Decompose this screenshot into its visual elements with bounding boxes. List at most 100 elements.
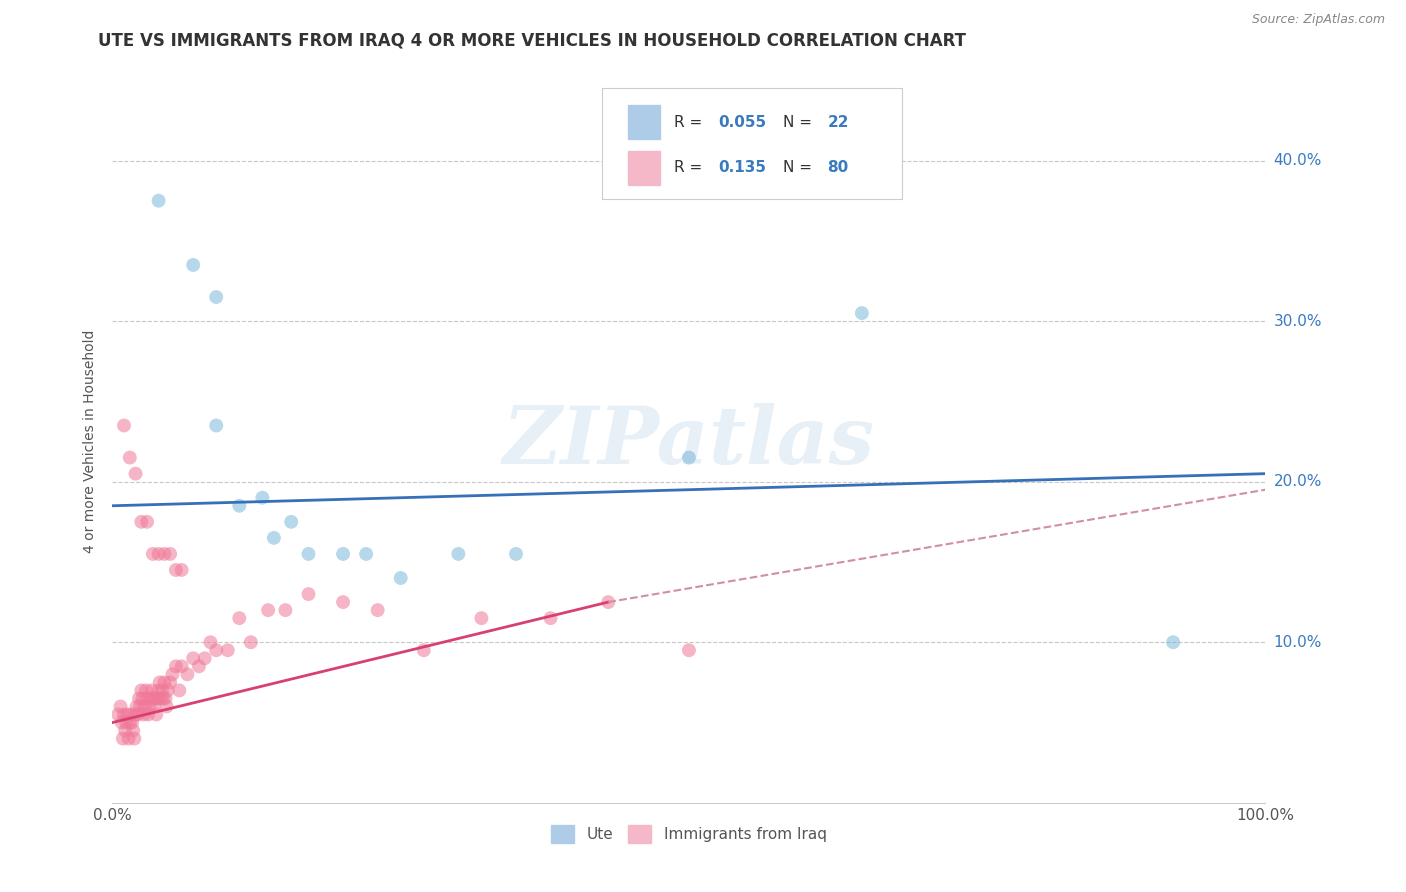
Point: [132, 707, 155, 722]
Point: [280, 515, 302, 529]
Point: [155, 691, 177, 706]
Point: [297, 547, 319, 561]
Point: [540, 611, 562, 625]
FancyBboxPatch shape: [603, 87, 903, 200]
Point: [257, 603, 280, 617]
Point: [129, 699, 152, 714]
Text: R =: R =: [673, 161, 711, 176]
Point: [136, 515, 159, 529]
Point: [138, 699, 160, 714]
Point: [470, 611, 492, 625]
Text: ZIPatlas: ZIPatlas: [503, 403, 875, 480]
Point: [129, 683, 153, 698]
Point: [274, 603, 297, 617]
Point: [146, 691, 169, 706]
Point: [148, 547, 170, 561]
Text: 30.0%: 30.0%: [1274, 314, 1322, 328]
Text: 0.135: 0.135: [718, 161, 766, 176]
Point: [128, 691, 150, 706]
Point: [252, 491, 274, 505]
Point: [176, 667, 198, 681]
Point: [139, 691, 162, 706]
Point: [124, 707, 146, 722]
Point: [165, 563, 187, 577]
Legend: Ute, Immigrants from Iraq: Ute, Immigrants from Iraq: [546, 819, 832, 849]
Point: [297, 587, 319, 601]
Point: [142, 547, 165, 561]
Point: [159, 547, 181, 561]
Point: [228, 499, 250, 513]
Point: [135, 683, 157, 698]
Point: [1161, 635, 1184, 649]
Point: [165, 659, 187, 673]
Point: [205, 418, 228, 433]
Point: [170, 563, 193, 577]
Point: [117, 731, 139, 746]
Text: 22: 22: [827, 114, 849, 129]
Point: [149, 691, 172, 706]
Point: [598, 595, 620, 609]
Point: [389, 571, 412, 585]
Point: [162, 667, 184, 681]
Point: [181, 651, 204, 665]
Point: [851, 306, 873, 320]
Point: [332, 547, 354, 561]
Point: [124, 731, 146, 746]
Point: [141, 683, 163, 698]
Text: R =: R =: [673, 114, 707, 129]
Point: [367, 603, 389, 617]
Point: [194, 651, 217, 665]
Point: [412, 643, 434, 657]
Point: [505, 547, 527, 561]
Point: [118, 715, 141, 730]
Point: [148, 683, 170, 698]
Point: [200, 635, 222, 649]
Point: [122, 723, 145, 738]
Point: [156, 699, 179, 714]
Text: 40.0%: 40.0%: [1274, 153, 1322, 168]
Point: [111, 731, 134, 746]
Point: [150, 683, 173, 698]
Y-axis label: 4 or more Vehicles in Household: 4 or more Vehicles in Household: [83, 330, 97, 553]
Point: [263, 531, 285, 545]
Point: [228, 611, 250, 625]
Point: [143, 699, 166, 714]
Point: [111, 715, 134, 730]
Point: [112, 707, 135, 722]
Point: [239, 635, 262, 649]
Point: [115, 715, 138, 730]
Point: [678, 643, 700, 657]
Point: [181, 258, 204, 272]
Point: [153, 675, 176, 690]
Point: [170, 659, 193, 673]
Point: [205, 290, 228, 304]
Text: Source: ZipAtlas.com: Source: ZipAtlas.com: [1251, 13, 1385, 27]
Text: 80: 80: [827, 161, 849, 176]
Point: [145, 707, 167, 722]
Point: [134, 699, 156, 714]
Text: UTE VS IMMIGRANTS FROM IRAQ 4 OR MORE VEHICLES IN HOUSEHOLD CORRELATION CHART: UTE VS IMMIGRANTS FROM IRAQ 4 OR MORE VE…: [98, 31, 966, 49]
Point: [142, 691, 165, 706]
Point: [117, 707, 139, 722]
Point: [112, 418, 135, 433]
Point: [217, 643, 239, 657]
Point: [354, 547, 377, 561]
Point: [114, 723, 136, 738]
Text: N =: N =: [783, 114, 817, 129]
Point: [188, 659, 211, 673]
Point: [169, 683, 191, 698]
Point: [125, 699, 148, 714]
FancyBboxPatch shape: [628, 104, 661, 139]
Point: [149, 675, 172, 690]
Text: 20.0%: 20.0%: [1274, 475, 1322, 489]
Point: [152, 691, 174, 706]
Point: [121, 715, 143, 730]
Text: 0.055: 0.055: [718, 114, 766, 129]
Point: [107, 707, 129, 722]
Point: [153, 547, 176, 561]
Point: [159, 675, 181, 690]
Point: [131, 691, 153, 706]
Point: [148, 194, 170, 208]
Point: [129, 515, 153, 529]
FancyBboxPatch shape: [628, 151, 661, 186]
